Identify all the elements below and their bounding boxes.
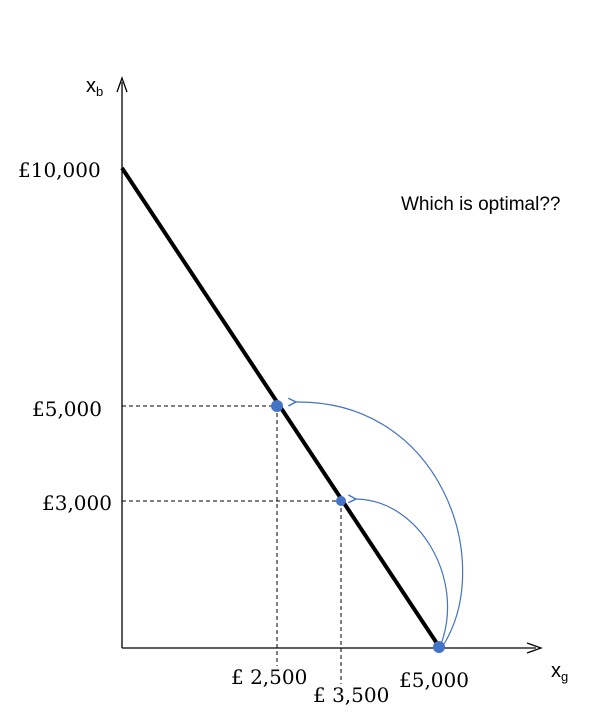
- y-axis-arrowhead: [116, 76, 128, 93]
- y-tick-label: £5,000: [32, 397, 102, 421]
- y-axis-label: xb: [86, 75, 103, 99]
- point-corner: [433, 641, 445, 653]
- axes: [116, 76, 543, 654]
- question-annotation: Which is optimal??: [401, 194, 560, 215]
- guide-lines: [122, 405, 342, 684]
- curved-arrow-to-upper-point: [296, 402, 464, 645]
- point-upper: [271, 400, 283, 412]
- y-tick-label: £10,000: [18, 158, 101, 182]
- y-tick-label: £3,000: [42, 491, 112, 515]
- x-axis-label: xg: [551, 660, 568, 684]
- x-tick-label: £ 2,500: [231, 665, 307, 689]
- x-tick-label: £ 3,500: [313, 683, 389, 707]
- curved-arrow-to-middle-point: [356, 499, 449, 645]
- x-axis-arrowhead: [526, 642, 543, 654]
- point-middle: [336, 496, 346, 506]
- x-tick-label: £5,000: [399, 668, 469, 692]
